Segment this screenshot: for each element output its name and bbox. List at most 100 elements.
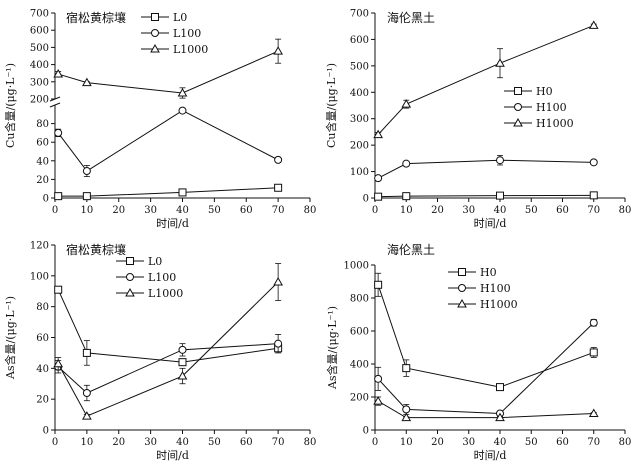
data-point: [496, 156, 504, 165]
chart-panel-2: 0 10 20 30 40 50 60 70 80 0 100 200 300 400 500 600 700 时…: [324, 9, 631, 231]
series-H1000: [373, 396, 599, 422]
y-axis-label: As含量/(μg·L⁻¹): [3, 296, 17, 380]
data-point: [273, 46, 283, 55]
legend: H0 H100 H1000: [504, 85, 574, 130]
y-tick-label: 700: [350, 9, 369, 20]
x-tick-label: 40: [494, 205, 507, 216]
y-tick-label: 80: [36, 119, 49, 130]
data-point: [589, 158, 598, 167]
data-point: [589, 318, 598, 327]
y-tick-label: 0: [363, 194, 369, 205]
chart-title: 海伦黑土: [387, 242, 435, 257]
data-point: [54, 285, 63, 294]
data-point: [178, 358, 187, 367]
data-point: [401, 412, 412, 422]
series-H1000: [373, 20, 599, 139]
y-tick-label: 60: [36, 138, 49, 149]
data-point: [374, 280, 383, 289]
data-point: [54, 192, 63, 201]
data-point: [374, 192, 383, 201]
y-tick-label: 40: [36, 364, 49, 375]
data-point: [274, 155, 283, 164]
legend-label: H0: [536, 85, 553, 98]
legend-marker: [458, 268, 466, 276]
x-tick-label: 20: [431, 205, 444, 216]
y-tick-label: 1000: [344, 261, 369, 272]
legend-marker: [151, 13, 159, 21]
x-axis-label: 时间/d: [156, 217, 189, 230]
series-L1000: [53, 38, 283, 99]
data-point: [274, 339, 283, 348]
y-tick-label: 100: [350, 167, 369, 178]
x-tick-label: 60: [556, 205, 569, 216]
x-tick-label: 50: [525, 205, 538, 216]
data-point: [495, 412, 505, 422]
x-tick-label: 60: [240, 437, 253, 448]
legend: L0 L100 L1000: [141, 11, 208, 56]
x-tick-label: 30: [462, 437, 475, 448]
y-tick-label: 20: [36, 175, 49, 186]
x-tick-label: 80: [619, 205, 632, 216]
series-L0: [54, 183, 283, 201]
data-point: [82, 348, 91, 357]
data-point: [178, 106, 187, 115]
data-point: [374, 174, 383, 183]
series-line: [57, 281, 279, 417]
x-tick-label: 80: [304, 437, 317, 448]
legend: H0 H100 H1000: [448, 266, 518, 311]
y-tick-label: 0: [363, 426, 369, 437]
legend-label: L100: [173, 27, 201, 40]
legend-label: L1000: [148, 287, 183, 300]
legend-marker: [150, 43, 160, 53]
chart-panel-3: 0 10 20 30 40 50 60 70 80 0 20 40 60 80 100 120 时间/d As含量…: [3, 241, 316, 463]
x-tick-label: 0: [372, 437, 378, 448]
legend-marker: [514, 103, 522, 111]
legend-label: H0: [480, 266, 497, 279]
y-tick-label: 700: [30, 9, 49, 20]
data-point: [177, 371, 188, 380]
data-point: [82, 167, 91, 176]
y-tick-label: 20: [36, 395, 49, 406]
data-point: [53, 358, 64, 368]
legend-label: L100: [148, 271, 176, 284]
data-point: [53, 69, 64, 78]
data-point: [373, 396, 383, 405]
y-tick-label: 400: [350, 88, 369, 99]
chart-title: 宿松黄棕壤: [66, 10, 126, 25]
x-tick-label: 40: [494, 437, 507, 448]
y-tick-label: 0: [43, 194, 49, 205]
y-tick-label: 80: [36, 302, 49, 313]
data-point: [273, 276, 283, 286]
x-tick-label: 10: [81, 205, 94, 216]
y-tick-label: 40: [36, 156, 49, 167]
data-point: [54, 128, 63, 137]
x-tick-label: 50: [525, 437, 538, 448]
axis-break-mark: [49, 102, 61, 108]
x-tick-label: 60: [556, 437, 569, 448]
x-tick-label: 40: [176, 205, 189, 216]
legend-marker: [458, 284, 466, 292]
series-line: [377, 322, 595, 415]
legend-marker: [514, 87, 522, 95]
y-tick-label: 800: [350, 294, 369, 305]
y-tick-label: 500: [30, 43, 49, 54]
y-tick-label: 600: [350, 327, 369, 338]
y-tick-label: 200: [350, 141, 369, 152]
y-axis-label: Cu含量/(μg·L⁻¹): [3, 63, 17, 148]
data-point: [589, 348, 598, 357]
data-point: [178, 188, 187, 197]
x-tick-label: 50: [208, 205, 221, 216]
x-tick-label: 0: [52, 205, 58, 216]
series-line: [58, 50, 279, 94]
data-point: [82, 77, 92, 87]
y-tick-label: 200: [350, 393, 369, 404]
y-tick-label: 500: [350, 61, 369, 72]
x-tick-label: 50: [208, 437, 221, 448]
series-line: [377, 24, 594, 135]
legend: L0 L100 L1000: [116, 255, 183, 300]
legend-marker: [457, 298, 467, 308]
legend-marker: [151, 29, 159, 37]
series-line: [377, 159, 594, 179]
legend-label: L1000: [173, 43, 208, 56]
